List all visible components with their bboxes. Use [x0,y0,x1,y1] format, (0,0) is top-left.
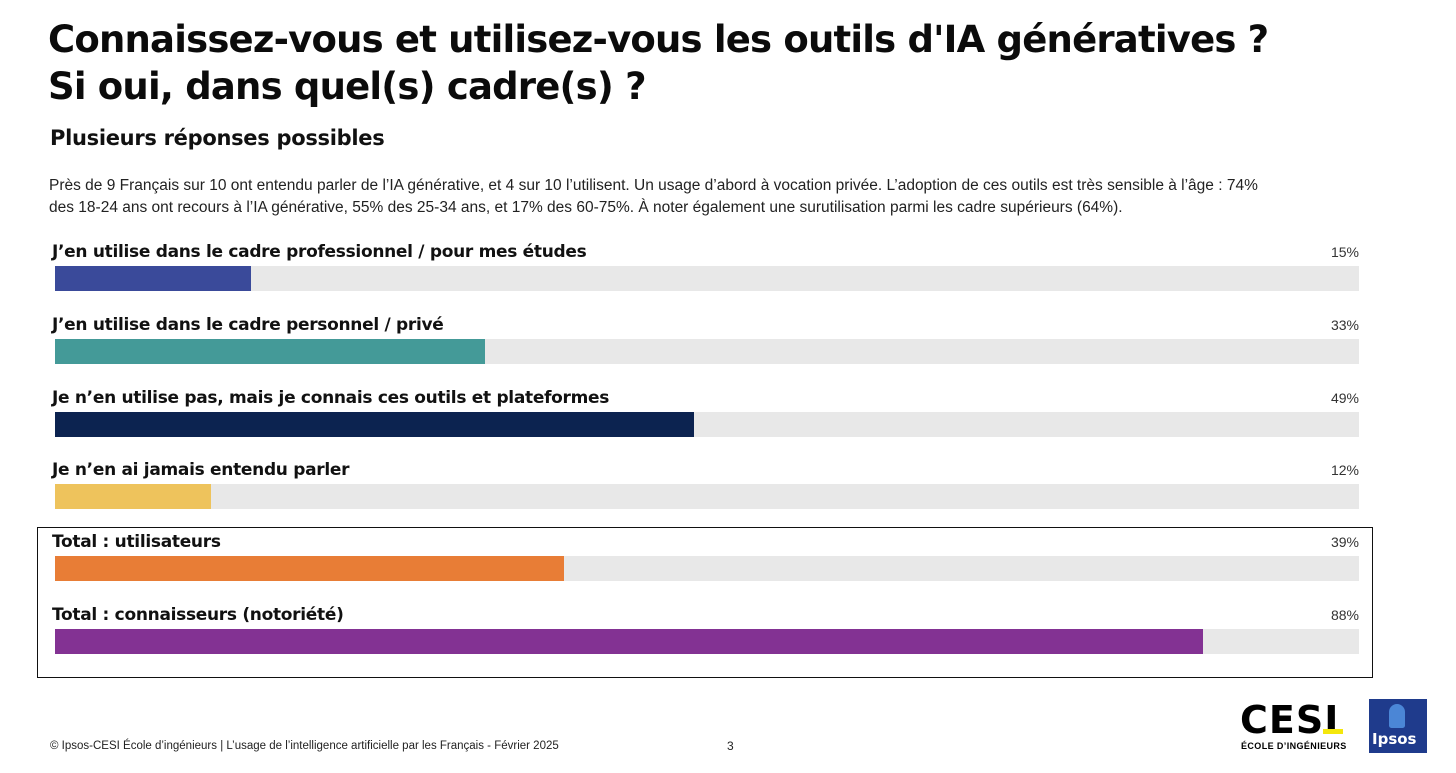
ipsos-logo: Ipsos [1369,699,1427,753]
bar-row: J’en utilise dans le cadre personnel / p… [52,315,1359,379]
bar-track [55,556,1359,581]
bar [55,484,212,509]
bar-label: Je n’en utilise pas, mais je connais ces… [52,388,610,408]
bar-row: Total : connaisseurs (notoriété) 88% [52,605,1359,669]
intro-text: Près de 9 Français sur 10 ont entendu pa… [49,175,1439,219]
bar-value-label: 49% [1330,390,1359,406]
totals-frame [37,527,1373,678]
bar-row: J’en utilise dans le cadre professionnel… [52,242,1359,306]
bar-value-label: 33% [1330,317,1359,333]
bar [55,629,1203,654]
bar-value-label: 15% [1330,244,1359,260]
page-number: 3 [727,739,734,753]
ipsos-logo-wordmark: Ipsos [1372,730,1417,748]
bar-label: J’en utilise dans le cadre personnel / p… [52,315,444,335]
bar-label: Total : connaisseurs (notoriété) [52,605,344,625]
title-line-2: Si oui, dans quel(s) cadre(s) ? [48,65,647,108]
intro-line-2: des 18-24 ans ont recours à l’IA générat… [49,199,1123,216]
bar-value-label: 88% [1330,607,1359,623]
ipsos-logo-mark [1389,704,1405,728]
bar-track [55,339,1359,364]
bar-label: Je n’en ai jamais entendu parler [52,460,350,480]
bar-row: Total : utilisateurs 39% [52,532,1359,596]
bar-row: Je n’en utilise pas, mais je connais ces… [52,388,1359,452]
bar-track [55,629,1359,654]
page-subtitle: Plusieurs réponses possibles [50,126,385,150]
bar [55,266,251,291]
bar [55,412,694,437]
cesi-logo: CESI ÉCOLE D’INGÉNIEURS [1240,700,1350,756]
cesi-logo-wordmark: CESI [1240,698,1340,742]
bar-label: Total : utilisateurs [52,532,221,552]
cesi-logo-subtitle: ÉCOLE D’INGÉNIEURS [1241,741,1347,751]
cesi-logo-accent [1323,729,1343,734]
bar-track [55,266,1359,291]
page-title: Connaissez-vous et utilisez-vous les out… [48,16,1269,110]
title-line-1: Connaissez-vous et utilisez-vous les out… [48,18,1269,61]
bar-row: Je n’en ai jamais entendu parler 12% [52,460,1359,524]
bar-label: J’en utilise dans le cadre professionnel… [52,242,587,262]
bar-value-label: 39% [1330,534,1359,550]
bar-track [55,484,1359,509]
bar-track [55,412,1359,437]
bar [55,339,486,364]
bar-value-label: 12% [1330,462,1359,478]
bar [55,556,564,581]
footer-source: © Ipsos-CESI École d’ingénieurs | L’usag… [50,740,559,752]
intro-line-1: Près de 9 Français sur 10 ont entendu pa… [49,177,1258,194]
